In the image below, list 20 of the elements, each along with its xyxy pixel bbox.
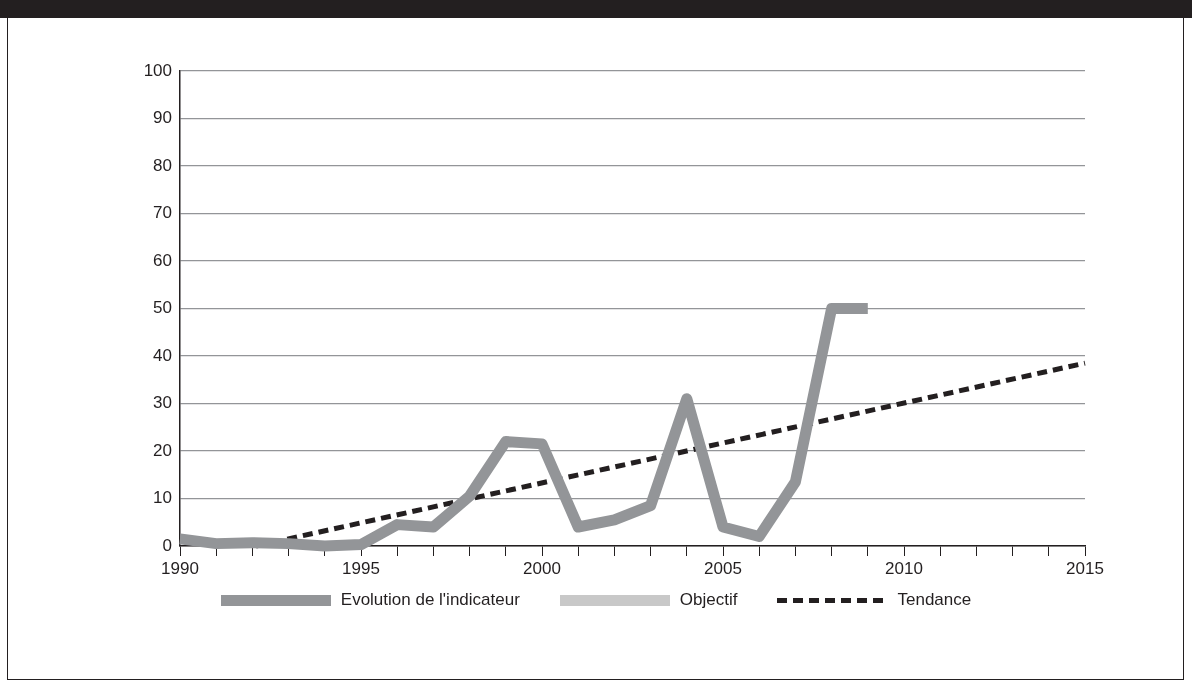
x-tick-label: 2005: [704, 558, 742, 578]
y-tick-label: 20: [153, 440, 172, 460]
x-tick-label: 1995: [342, 558, 380, 578]
y-tick-label: 50: [153, 298, 172, 318]
text: Objectif: [679, 590, 738, 610]
x-tick-label: 2015: [1066, 558, 1104, 578]
x-tick-label: 1990: [161, 558, 199, 578]
y-tick-label: 100: [143, 60, 172, 80]
x-tick-label: 2000: [523, 558, 561, 578]
legend-label: Tendance: [897, 590, 972, 610]
y-tick-label: 30: [153, 393, 172, 413]
y-tick-label: 60: [153, 250, 172, 270]
y-tick-label: 70: [153, 203, 172, 223]
x-tick-label: 2010: [885, 558, 923, 578]
y-tick-label: 40: [153, 345, 172, 365]
y-tick-label: 0: [162, 535, 172, 555]
y-tick-label: 90: [153, 108, 172, 128]
y-tick-label: 80: [153, 155, 172, 175]
y-tick-label: 10: [153, 488, 172, 508]
text: Evolution de l'indicateur: [340, 590, 520, 610]
